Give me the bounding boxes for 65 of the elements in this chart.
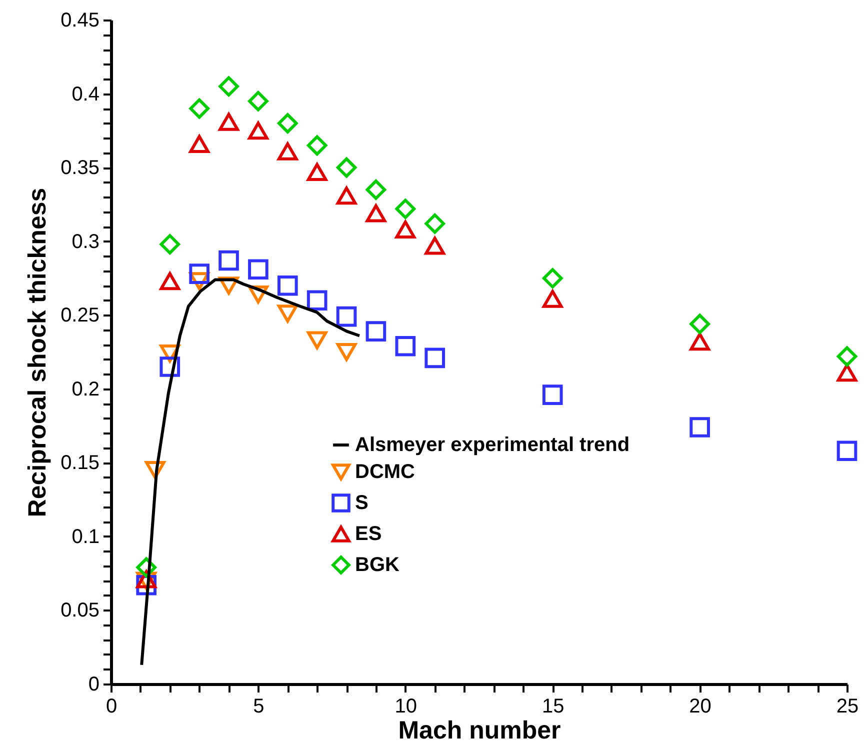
point bbox=[277, 275, 298, 296]
y-tick-label: 0.35 bbox=[60, 157, 100, 180]
point bbox=[690, 417, 710, 438]
point bbox=[306, 331, 328, 350]
point bbox=[248, 122, 268, 140]
point bbox=[306, 290, 328, 311]
point bbox=[277, 142, 298, 160]
point bbox=[690, 332, 710, 351]
point bbox=[366, 321, 386, 342]
legend-label: BGK bbox=[355, 554, 400, 576]
point bbox=[277, 113, 298, 134]
legend-label: S bbox=[355, 492, 368, 514]
y-tick-label: 0.25 bbox=[60, 304, 100, 327]
point bbox=[366, 204, 386, 222]
point bbox=[189, 264, 210, 284]
y-axis-title: Reciprocal shock thickness bbox=[24, 188, 52, 518]
y-tick-label: 0 bbox=[88, 674, 100, 696]
point bbox=[542, 384, 563, 405]
point bbox=[690, 314, 710, 334]
point bbox=[277, 304, 298, 323]
legend-label: DCMC bbox=[355, 461, 415, 483]
y-tick-label: 0.1 bbox=[72, 526, 100, 548]
point bbox=[248, 259, 268, 280]
point bbox=[218, 250, 239, 271]
x-tick-label: 10 bbox=[394, 696, 418, 718]
point bbox=[336, 343, 357, 361]
point bbox=[336, 157, 357, 178]
point bbox=[366, 180, 386, 200]
point bbox=[306, 135, 328, 156]
point bbox=[395, 220, 416, 239]
point bbox=[336, 186, 357, 205]
point bbox=[424, 213, 445, 234]
point bbox=[424, 348, 445, 368]
point bbox=[218, 76, 239, 97]
point bbox=[218, 112, 239, 131]
y-tick-label: 0.3 bbox=[72, 230, 100, 253]
y-tick-label: 0.4 bbox=[72, 83, 100, 106]
legend-label: ES bbox=[355, 523, 382, 545]
point bbox=[424, 236, 445, 255]
y-tick-label: 0.05 bbox=[60, 600, 100, 622]
y-tick-label: 0.2 bbox=[72, 378, 100, 400]
x-axis-title: Mach number bbox=[398, 716, 562, 744]
y-tick-label: 0.45 bbox=[60, 10, 100, 32]
point bbox=[160, 272, 180, 290]
x-tick-label: 25 bbox=[836, 696, 859, 718]
legend-label: Alsmeyer experimental trend bbox=[355, 434, 630, 456]
point bbox=[336, 306, 357, 327]
x-tick-label: 0 bbox=[106, 696, 118, 718]
point bbox=[542, 290, 563, 308]
x-tick-label: 15 bbox=[542, 696, 564, 718]
y-tick-label: 0.15 bbox=[60, 452, 100, 474]
point bbox=[836, 440, 858, 462]
point bbox=[836, 346, 858, 367]
point bbox=[160, 234, 180, 254]
point bbox=[248, 90, 268, 112]
point bbox=[160, 356, 180, 377]
point bbox=[836, 364, 858, 382]
point bbox=[542, 268, 563, 288]
x-tick-label: 20 bbox=[689, 696, 712, 718]
point bbox=[306, 162, 328, 181]
x-tick-label: 5 bbox=[253, 696, 264, 718]
point bbox=[395, 336, 416, 356]
point bbox=[189, 98, 210, 119]
point bbox=[189, 134, 210, 153]
point bbox=[395, 198, 416, 220]
